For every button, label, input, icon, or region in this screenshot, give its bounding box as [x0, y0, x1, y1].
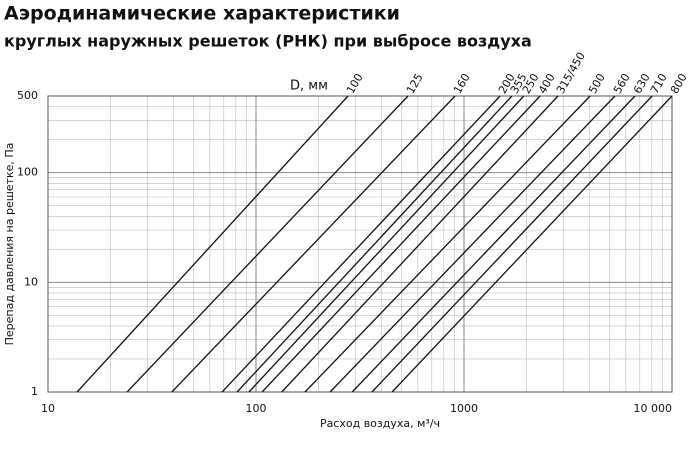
- x-tick-label: 1000: [450, 402, 478, 415]
- series-label: 630: [631, 71, 653, 96]
- series-line: [304, 95, 591, 393]
- chart-subtitle: круглых наружных решеток (РНК) при выбро…: [4, 32, 532, 51]
- series-line: [171, 95, 456, 393]
- x-axis-label: Расход воздуха, м³/ч: [320, 417, 440, 430]
- series-label: 315/450: [554, 50, 588, 96]
- y-tick-label: 500: [17, 89, 38, 102]
- series-line: [261, 95, 541, 393]
- series-label: 560: [611, 71, 633, 96]
- series-line: [221, 95, 501, 393]
- series-line: [126, 95, 409, 393]
- x-tick-label: 100: [246, 402, 267, 415]
- series-label: 800: [668, 71, 690, 96]
- series-line: [236, 95, 513, 393]
- series-label: 160: [451, 71, 473, 96]
- series-label: 100: [344, 71, 366, 96]
- y-tick-label: 10: [24, 275, 38, 288]
- series-label: 710: [648, 71, 670, 96]
- series-line: [76, 95, 349, 393]
- x-tick-label: 10: [41, 402, 55, 415]
- series-label: 125: [404, 71, 426, 96]
- legend-title: D, мм: [290, 79, 328, 94]
- series-line: [391, 95, 673, 393]
- series-line: [281, 95, 559, 393]
- y-tick-label: 100: [17, 166, 38, 179]
- series-line: [248, 95, 525, 393]
- chart-title: Аэродинамические характеристики: [4, 3, 400, 25]
- x-tick-label: 10 000: [634, 402, 673, 415]
- series-label: 400: [536, 71, 558, 96]
- series-label: 500: [586, 71, 608, 96]
- series-line: [371, 95, 653, 393]
- y-axis-label: Перепад давления на решетке, Па: [3, 143, 16, 346]
- series-line: [329, 95, 616, 393]
- plot-frame: [47, 95, 673, 393]
- y-tick-label: 1: [31, 385, 38, 398]
- series-line: [351, 95, 636, 393]
